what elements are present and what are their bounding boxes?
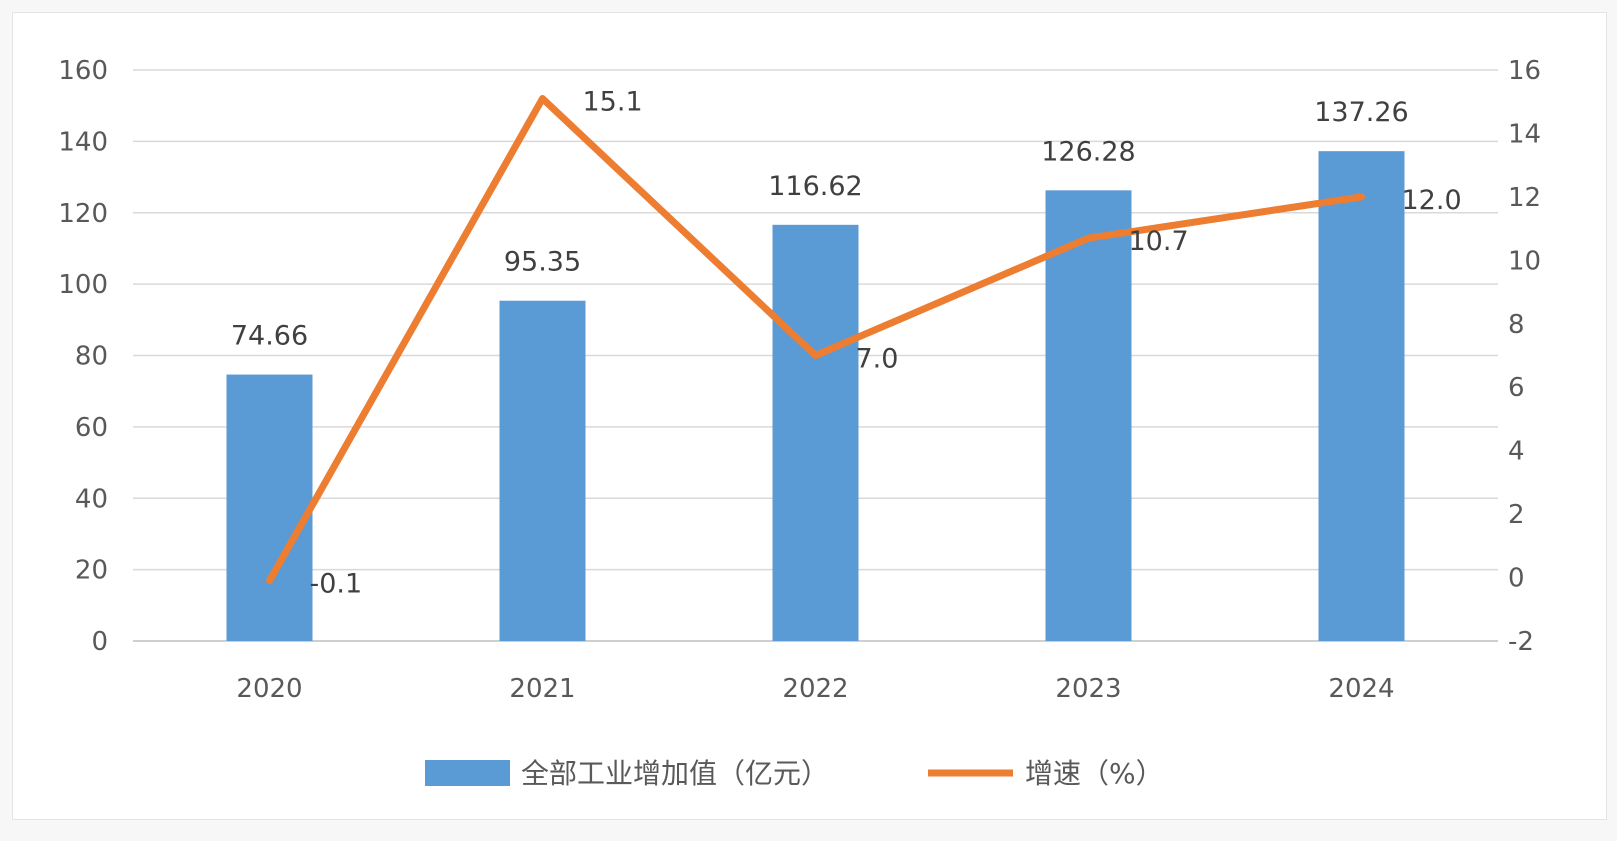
line-data-label: 12.0 — [1402, 185, 1462, 216]
bar-data-label: 137.26 — [1314, 97, 1408, 128]
y-right-tick-label: 10 — [1508, 246, 1541, 276]
y-right-tick-label: 16 — [1508, 56, 1541, 86]
legend: 全部工业增加值（亿元） 增速（%） — [425, 757, 1164, 790]
y-right-tick-label: -2 — [1508, 627, 1534, 657]
y-left-tick-label: 60 — [75, 413, 108, 443]
y-left-tick-label: 80 — [75, 342, 108, 372]
x-tick-label: 2024 — [1328, 674, 1394, 704]
bar-series — [226, 151, 1405, 641]
legend-swatch-bar — [425, 760, 510, 786]
y-left-tick-label: 140 — [58, 127, 108, 157]
chart-panel: 0 20 40 60 80 100 120 140 160 -2 0 2 4 6 8 10 12 14 16 2020… — [12, 12, 1607, 820]
combo-chart: 0 20 40 60 80 100 120 140 160 -2 0 2 4 6 8 10 12 14 16 2020… — [58, 56, 1541, 790]
x-tick-label: 2022 — [782, 674, 848, 704]
line-series — [266, 95, 1365, 585]
y-right-tick-label: 14 — [1508, 119, 1541, 149]
line-point — [266, 577, 273, 584]
bar — [1318, 151, 1405, 641]
bar — [772, 224, 859, 641]
y-right-tick-label: 12 — [1508, 183, 1541, 213]
x-tick-label: 2023 — [1055, 674, 1121, 704]
line-point — [1358, 193, 1365, 200]
bar-data-label: 74.66 — [231, 321, 308, 352]
y-right-tick-label: 8 — [1508, 310, 1525, 340]
legend-label-bar: 全部工业增加值（亿元） — [521, 757, 829, 790]
y-right-tick-label: 4 — [1508, 437, 1525, 467]
data-labels: 74.66 95.35 116.62 126.28 137.26 -0.1 15.1 7.0 1… — [231, 87, 1462, 600]
y-left-tick-label: 160 — [58, 56, 108, 86]
line-data-label: 7.0 — [856, 344, 899, 375]
x-tick-label: 2020 — [236, 674, 302, 704]
y-left-tick-label: 120 — [58, 199, 108, 229]
bar-data-label: 95.35 — [504, 247, 581, 278]
bar — [226, 374, 313, 641]
line-data-label: 15.1 — [583, 87, 643, 118]
line-data-label: -0.1 — [310, 569, 363, 600]
line-point — [1085, 235, 1092, 242]
bar — [1045, 190, 1132, 641]
bar — [499, 300, 586, 641]
y-left-tick-label: 40 — [75, 484, 108, 514]
y-right-tick-label: 0 — [1508, 564, 1525, 594]
y-left-tick-label: 20 — [75, 556, 108, 586]
y-left-tick-label: 0 — [91, 627, 108, 657]
legend-label-line: 增速（%） — [1025, 757, 1164, 790]
y-left-tick-label: 100 — [58, 270, 108, 300]
line-data-label: 10.7 — [1129, 226, 1189, 257]
bar-data-label: 126.28 — [1041, 136, 1135, 167]
y-right-tick-label: 2 — [1508, 500, 1525, 530]
line-point — [539, 95, 546, 102]
line-point — [812, 352, 819, 359]
axes: 0 20 40 60 80 100 120 140 160 -2 0 2 4 6 8 10 12 14 16 2020… — [58, 56, 1541, 704]
bar-data-label: 116.62 — [768, 171, 862, 202]
x-tick-label: 2021 — [509, 674, 575, 704]
y-right-tick-label: 6 — [1508, 373, 1525, 403]
